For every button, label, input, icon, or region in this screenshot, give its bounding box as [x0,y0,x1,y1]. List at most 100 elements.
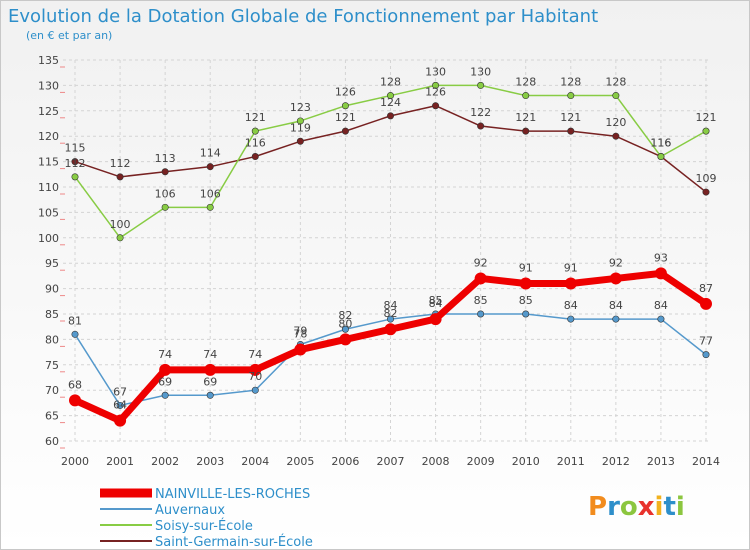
proxiti-logo: Proxiti [588,492,685,522]
y-tick-label: 120 [38,130,59,143]
data-point [116,234,124,242]
y-tick-label: 60 [45,435,59,448]
data-label: 128 [605,76,626,89]
data-label: 128 [380,76,401,89]
chart-subtitle: (en € et par an) [26,29,112,42]
data-label: 123 [290,101,311,114]
data-label: 82 [384,307,398,320]
data-point [477,81,485,89]
y-tick-label: 95 [45,257,59,270]
data-label: 78 [293,328,307,341]
data-label: 91 [564,262,578,275]
data-point [161,391,169,399]
data-label: 130 [425,65,446,78]
data-label: 115 [65,142,86,155]
data-point [702,127,710,135]
x-tick-label: 2003 [196,455,224,468]
series-Soisy-sur-École [71,81,710,242]
data-point [206,163,214,171]
x-tick-label: 2005 [286,455,314,468]
y-tick-label: 85 [45,308,59,321]
data-label: 113 [155,152,176,165]
data-label: 122 [470,106,491,119]
legend: NAINVILLE-LES-ROCHESAuvernauxSoisy-sur-É… [100,487,313,550]
x-tick-label: 2000 [61,455,89,468]
data-point [522,92,530,100]
data-point [251,127,259,135]
data-point [657,315,665,323]
x-tick-label: 2013 [647,455,675,468]
data-label: 67 [113,385,127,398]
x-tick-label: 2012 [602,455,630,468]
data-label: 121 [335,111,356,124]
x-tick-label: 2011 [557,455,585,468]
x-tick-label: 2008 [422,455,450,468]
logo-letter: x [638,492,655,522]
data-point [657,153,665,161]
data-point [567,127,575,135]
data-label: 85 [474,294,488,307]
legend-label: Soisy-sur-École [155,518,253,534]
y-tick-label: 135 [38,54,59,67]
data-point [702,351,710,359]
data-point [386,315,394,323]
data-point [71,173,79,181]
data-label: 84 [654,299,668,312]
data-point [477,310,485,318]
logo-letter: t [663,492,675,522]
axes: 60 65 70 75 80 85 90 95 100 105 110 115 120 125 130 135… [38,54,720,468]
data-point [432,102,440,110]
data-label: 109 [696,172,717,185]
logo-letter: i [676,492,685,522]
data-point [567,315,575,323]
data-label: 87 [699,282,713,295]
data-label: 116 [245,137,266,150]
data-point [116,173,124,181]
logo-letter: i [655,492,664,522]
data-point [384,323,397,336]
x-tick-label: 2006 [331,455,359,468]
data-point [206,391,214,399]
y-tick-label: 90 [45,283,59,296]
data-label: 121 [515,111,536,124]
logo-letter: o [620,492,638,522]
data-label: 68 [68,378,82,391]
data-label: 121 [560,111,581,124]
data-label: 91 [519,262,533,275]
data-point [567,92,575,100]
data-label: 124 [380,96,401,109]
data-point [296,117,304,125]
data-point [341,127,349,135]
x-tick-label: 2002 [151,455,179,468]
data-label: 126 [425,86,446,99]
data-label: 128 [560,76,581,89]
legend-label: Saint-Germain-sur-École [155,534,313,550]
data-label: 69 [203,375,217,388]
data-point [341,325,349,333]
data-label: 92 [609,256,623,269]
data-point [206,203,214,211]
data-point [612,315,620,323]
data-point [654,267,667,280]
chart-title: Evolution de la Dotation Globale de Fonc… [8,6,598,27]
data-point [564,277,577,290]
y-tick-label: 80 [45,333,59,346]
data-label: 116 [650,137,671,150]
data-point [251,386,259,394]
data-point [429,313,442,326]
data-label: 106 [200,187,221,200]
y-tick-label: 105 [38,206,59,219]
data-point [249,363,262,376]
data-point [612,92,620,100]
data-point [71,158,79,166]
data-point [386,112,394,120]
data-label: 69 [158,375,172,388]
data-point [296,137,304,145]
data-label: 106 [155,187,176,200]
data-point [161,168,169,176]
legend-label: Auvernaux [155,503,225,518]
data-label: 100 [110,218,131,231]
data-point [294,343,307,356]
data-label: 81 [68,314,82,327]
